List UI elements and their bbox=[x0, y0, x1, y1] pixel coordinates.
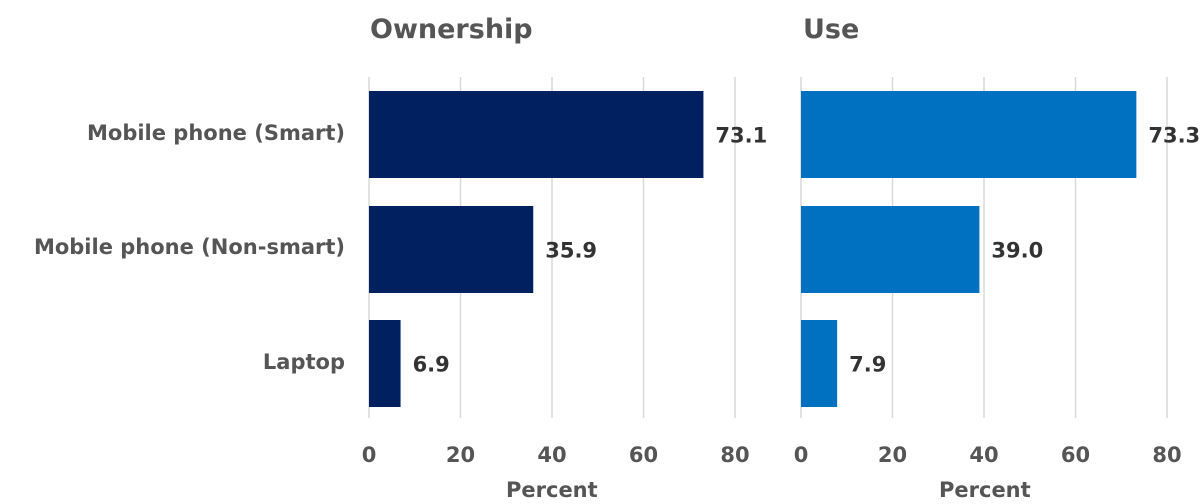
x-tick-label-0-3: 60 bbox=[629, 443, 658, 467]
data-label-0-0: 73.1 bbox=[715, 124, 767, 148]
data-label-1-1: 39.0 bbox=[991, 239, 1043, 263]
x-axis-title-ownership: Percent bbox=[506, 478, 598, 502]
bar-0-1 bbox=[369, 206, 533, 293]
x-tick-label-0-0: 0 bbox=[362, 443, 377, 467]
x-tick-label-1-4: 80 bbox=[1152, 443, 1181, 467]
bar-0-0 bbox=[369, 91, 703, 178]
x-tick-label-0-1: 20 bbox=[446, 443, 475, 467]
bar-1-1 bbox=[801, 206, 979, 293]
data-label-1-0: 73.3 bbox=[1148, 124, 1200, 148]
x-tick-label-1-2: 40 bbox=[969, 443, 998, 467]
bar-0-2 bbox=[369, 320, 401, 407]
data-label-1-2: 7.9 bbox=[849, 353, 886, 377]
data-label-0-1: 35.9 bbox=[545, 239, 597, 263]
data-label-0-2: 6.9 bbox=[413, 353, 450, 377]
panel-separator bbox=[776, 60, 798, 430]
x-tick-label-1-3: 60 bbox=[1061, 443, 1090, 467]
bar-1-0 bbox=[801, 91, 1136, 178]
x-tick-label-0-2: 40 bbox=[537, 443, 566, 467]
x-axis-title-use: Percent bbox=[939, 478, 1031, 502]
bar-1-2 bbox=[801, 320, 837, 407]
x-tick-label-0-4: 80 bbox=[720, 443, 749, 467]
x-tick-label-1-0: 0 bbox=[794, 443, 809, 467]
x-tick-label-1-1: 20 bbox=[878, 443, 907, 467]
